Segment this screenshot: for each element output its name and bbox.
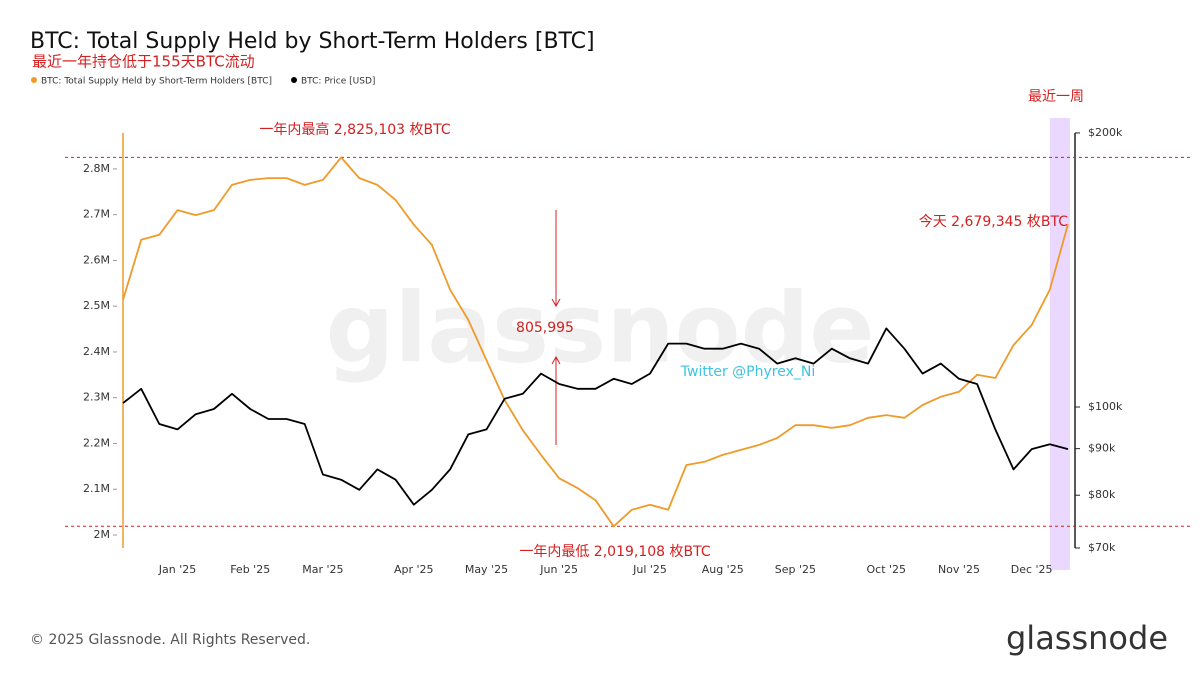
y-tick-label: 2.1M [83,482,110,495]
y-tick-label: 2.2M [83,436,110,449]
y-tick-label: 2.4M [83,345,110,358]
week-label: 最近一周 [1028,89,1084,105]
recent-week-band [1049,118,1070,570]
y-tick-label: 2.6M [83,253,110,266]
y2-tick-label: $70k [1088,541,1116,554]
y2-tick-label: $80k [1088,488,1116,501]
logo: glassnode [1006,619,1168,657]
x-tick-label: Sep '25 [775,563,816,576]
y-tick-label: 2.8M [83,162,110,175]
legend-swatch [291,77,297,83]
watermark: glassnode [326,272,875,384]
series-line [122,156,1069,528]
twitter-label: Twitter @Phyrex_Ni [680,364,815,380]
x-tick-label: Nov '25 [938,563,980,576]
x-tick-label: Jul '25 [632,563,667,576]
y-tick-label: 2.3M [83,391,110,404]
footer: © 2025 Glassnode. All Rights Reserved. [30,632,310,648]
chart-subtitle: 最近一年持仓低于155天BTC流动 [32,53,255,71]
max-label: 一年内最高 2,825,103 枚BTC [259,121,450,138]
x-tick-label: Aug '25 [702,563,744,576]
min-label: 一年内最低 2,019,108 枚BTC [519,544,710,560]
x-tick-label: Jun '25 [539,563,578,576]
legend-swatch [31,77,37,83]
y-tick-label: 2.5M [83,299,110,312]
diff-label: 805,995 [516,320,574,336]
chart-title: BTC: Total Supply Held by Short-Term Hol… [30,29,595,54]
x-tick-label: May '25 [465,563,508,576]
series-line [122,327,1069,506]
y2-tick-label: $200k [1088,126,1123,139]
y-tick-label: 2M [94,528,111,541]
x-tick-label: Dec '25 [1011,563,1053,576]
arrow-head [551,298,561,308]
x-tick-label: Oct '25 [866,563,906,576]
x-tick-label: Apr '25 [394,563,434,576]
y2-tick-label: $90k [1088,442,1116,455]
x-tick-label: Jan '25 [158,563,196,576]
x-tick-label: Feb '25 [230,563,270,576]
y2-tick-label: $100k [1088,400,1123,413]
arrow-head [551,355,561,365]
y-tick-label: 2.7M [83,208,110,221]
today-label: 今天 2,679,345 枚BTC [919,214,1068,230]
legend-label: BTC: Total Supply Held by Short-Term Hol… [41,77,272,87]
legend-label: BTC: Price [USD] [301,77,375,87]
x-tick-label: Mar '25 [302,563,343,576]
